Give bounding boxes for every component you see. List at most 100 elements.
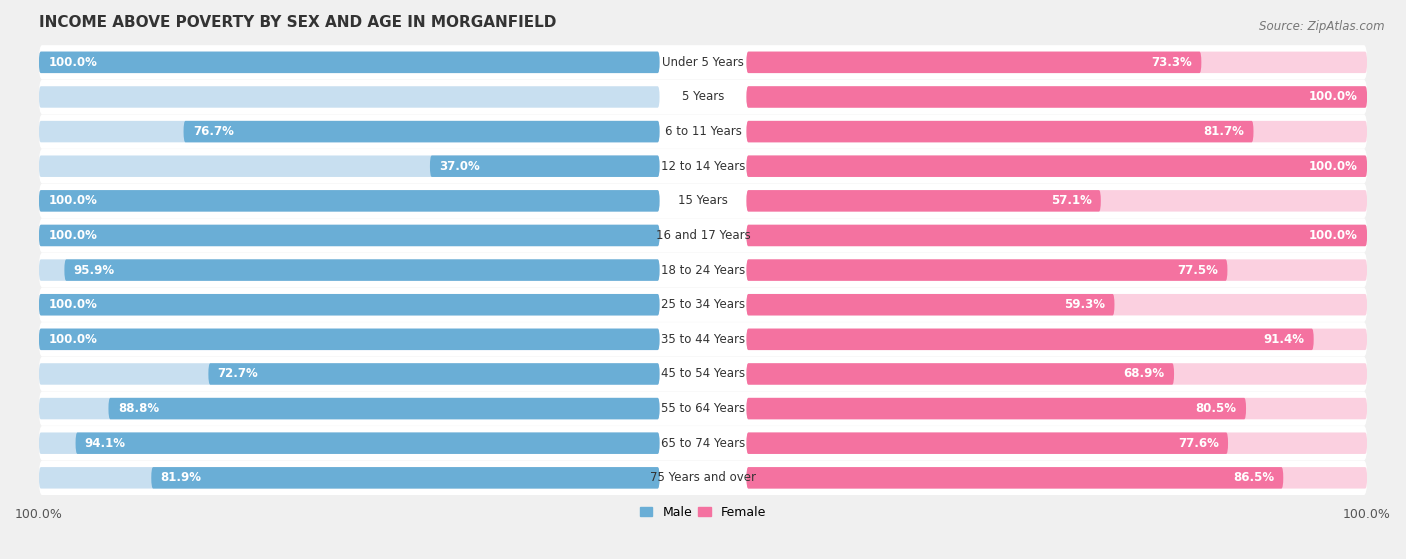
FancyBboxPatch shape	[208, 363, 659, 385]
Text: 81.7%: 81.7%	[1204, 125, 1244, 138]
FancyBboxPatch shape	[747, 259, 1367, 281]
FancyBboxPatch shape	[747, 155, 1367, 177]
FancyBboxPatch shape	[747, 190, 1101, 211]
FancyBboxPatch shape	[39, 294, 659, 315]
FancyBboxPatch shape	[39, 149, 1367, 183]
FancyBboxPatch shape	[65, 259, 659, 281]
FancyBboxPatch shape	[39, 184, 1367, 218]
Text: 100.0%: 100.0%	[1309, 229, 1358, 242]
Text: 72.7%: 72.7%	[218, 367, 259, 381]
FancyBboxPatch shape	[747, 86, 1367, 108]
Text: 15 Years: 15 Years	[678, 195, 728, 207]
Text: 16 and 17 Years: 16 and 17 Years	[655, 229, 751, 242]
FancyBboxPatch shape	[39, 225, 659, 246]
Text: 57.1%: 57.1%	[1050, 195, 1091, 207]
FancyBboxPatch shape	[39, 51, 659, 73]
FancyBboxPatch shape	[184, 121, 659, 143]
Text: INCOME ABOVE POVERTY BY SEX AND AGE IN MORGANFIELD: INCOME ABOVE POVERTY BY SEX AND AGE IN M…	[39, 15, 557, 30]
Text: 75 Years and over: 75 Years and over	[650, 471, 756, 484]
FancyBboxPatch shape	[747, 467, 1367, 489]
FancyBboxPatch shape	[39, 329, 659, 350]
Text: 5 Years: 5 Years	[682, 91, 724, 103]
Text: 76.7%: 76.7%	[193, 125, 233, 138]
Text: 86.5%: 86.5%	[1233, 471, 1274, 484]
FancyBboxPatch shape	[747, 86, 1367, 108]
FancyBboxPatch shape	[747, 51, 1201, 73]
FancyBboxPatch shape	[39, 45, 1367, 79]
FancyBboxPatch shape	[152, 467, 659, 489]
FancyBboxPatch shape	[747, 329, 1367, 350]
FancyBboxPatch shape	[39, 86, 659, 108]
FancyBboxPatch shape	[39, 225, 659, 246]
Text: 100.0%: 100.0%	[1309, 91, 1358, 103]
FancyBboxPatch shape	[39, 329, 659, 350]
Text: 68.9%: 68.9%	[1123, 367, 1164, 381]
FancyBboxPatch shape	[39, 322, 1367, 357]
Text: 100.0%: 100.0%	[1309, 160, 1358, 173]
FancyBboxPatch shape	[747, 294, 1367, 315]
FancyBboxPatch shape	[39, 121, 659, 143]
FancyBboxPatch shape	[76, 433, 659, 454]
Text: 100.0%: 100.0%	[48, 195, 97, 207]
FancyBboxPatch shape	[39, 190, 659, 211]
Text: 35 to 44 Years: 35 to 44 Years	[661, 333, 745, 346]
FancyBboxPatch shape	[747, 294, 1115, 315]
FancyBboxPatch shape	[39, 287, 1367, 322]
FancyBboxPatch shape	[747, 51, 1367, 73]
FancyBboxPatch shape	[39, 219, 1367, 253]
Text: Source: ZipAtlas.com: Source: ZipAtlas.com	[1260, 20, 1385, 32]
FancyBboxPatch shape	[39, 253, 1367, 287]
FancyBboxPatch shape	[747, 225, 1367, 246]
FancyBboxPatch shape	[39, 391, 1367, 426]
FancyBboxPatch shape	[108, 398, 659, 419]
FancyBboxPatch shape	[747, 398, 1367, 419]
FancyBboxPatch shape	[39, 467, 659, 489]
FancyBboxPatch shape	[39, 51, 659, 73]
FancyBboxPatch shape	[430, 155, 659, 177]
Text: 94.1%: 94.1%	[84, 437, 127, 449]
Text: 25 to 34 Years: 25 to 34 Years	[661, 298, 745, 311]
FancyBboxPatch shape	[747, 259, 1227, 281]
Text: 12 to 14 Years: 12 to 14 Years	[661, 160, 745, 173]
FancyBboxPatch shape	[747, 433, 1227, 454]
Text: 81.9%: 81.9%	[160, 471, 201, 484]
FancyBboxPatch shape	[39, 259, 659, 281]
Text: 100.0%: 100.0%	[48, 298, 97, 311]
FancyBboxPatch shape	[747, 363, 1174, 385]
Text: 77.6%: 77.6%	[1178, 437, 1219, 449]
Text: 100.0%: 100.0%	[48, 229, 97, 242]
FancyBboxPatch shape	[747, 433, 1367, 454]
FancyBboxPatch shape	[747, 121, 1367, 143]
FancyBboxPatch shape	[747, 363, 1367, 385]
FancyBboxPatch shape	[39, 190, 659, 211]
FancyBboxPatch shape	[39, 115, 1367, 149]
Text: 95.9%: 95.9%	[73, 264, 115, 277]
Text: 37.0%: 37.0%	[439, 160, 479, 173]
Text: 6 to 11 Years: 6 to 11 Years	[665, 125, 741, 138]
Text: 88.8%: 88.8%	[118, 402, 159, 415]
Text: 77.5%: 77.5%	[1177, 264, 1218, 277]
FancyBboxPatch shape	[747, 155, 1367, 177]
Text: 18 to 24 Years: 18 to 24 Years	[661, 264, 745, 277]
Text: Under 5 Years: Under 5 Years	[662, 56, 744, 69]
Text: 55 to 64 Years: 55 to 64 Years	[661, 402, 745, 415]
FancyBboxPatch shape	[747, 398, 1246, 419]
FancyBboxPatch shape	[39, 426, 1367, 461]
FancyBboxPatch shape	[39, 433, 659, 454]
FancyBboxPatch shape	[747, 190, 1367, 211]
Text: 100.0%: 100.0%	[48, 333, 97, 346]
FancyBboxPatch shape	[39, 155, 659, 177]
Text: 80.5%: 80.5%	[1195, 402, 1237, 415]
FancyBboxPatch shape	[39, 357, 1367, 391]
Legend: Male, Female: Male, Female	[636, 501, 770, 524]
FancyBboxPatch shape	[747, 121, 1254, 143]
Text: 65 to 74 Years: 65 to 74 Years	[661, 437, 745, 449]
FancyBboxPatch shape	[39, 461, 1367, 495]
Text: 91.4%: 91.4%	[1264, 333, 1305, 346]
FancyBboxPatch shape	[39, 80, 1367, 114]
Text: 73.3%: 73.3%	[1152, 56, 1192, 69]
FancyBboxPatch shape	[39, 363, 659, 385]
Text: 45 to 54 Years: 45 to 54 Years	[661, 367, 745, 381]
FancyBboxPatch shape	[39, 398, 659, 419]
FancyBboxPatch shape	[747, 225, 1367, 246]
